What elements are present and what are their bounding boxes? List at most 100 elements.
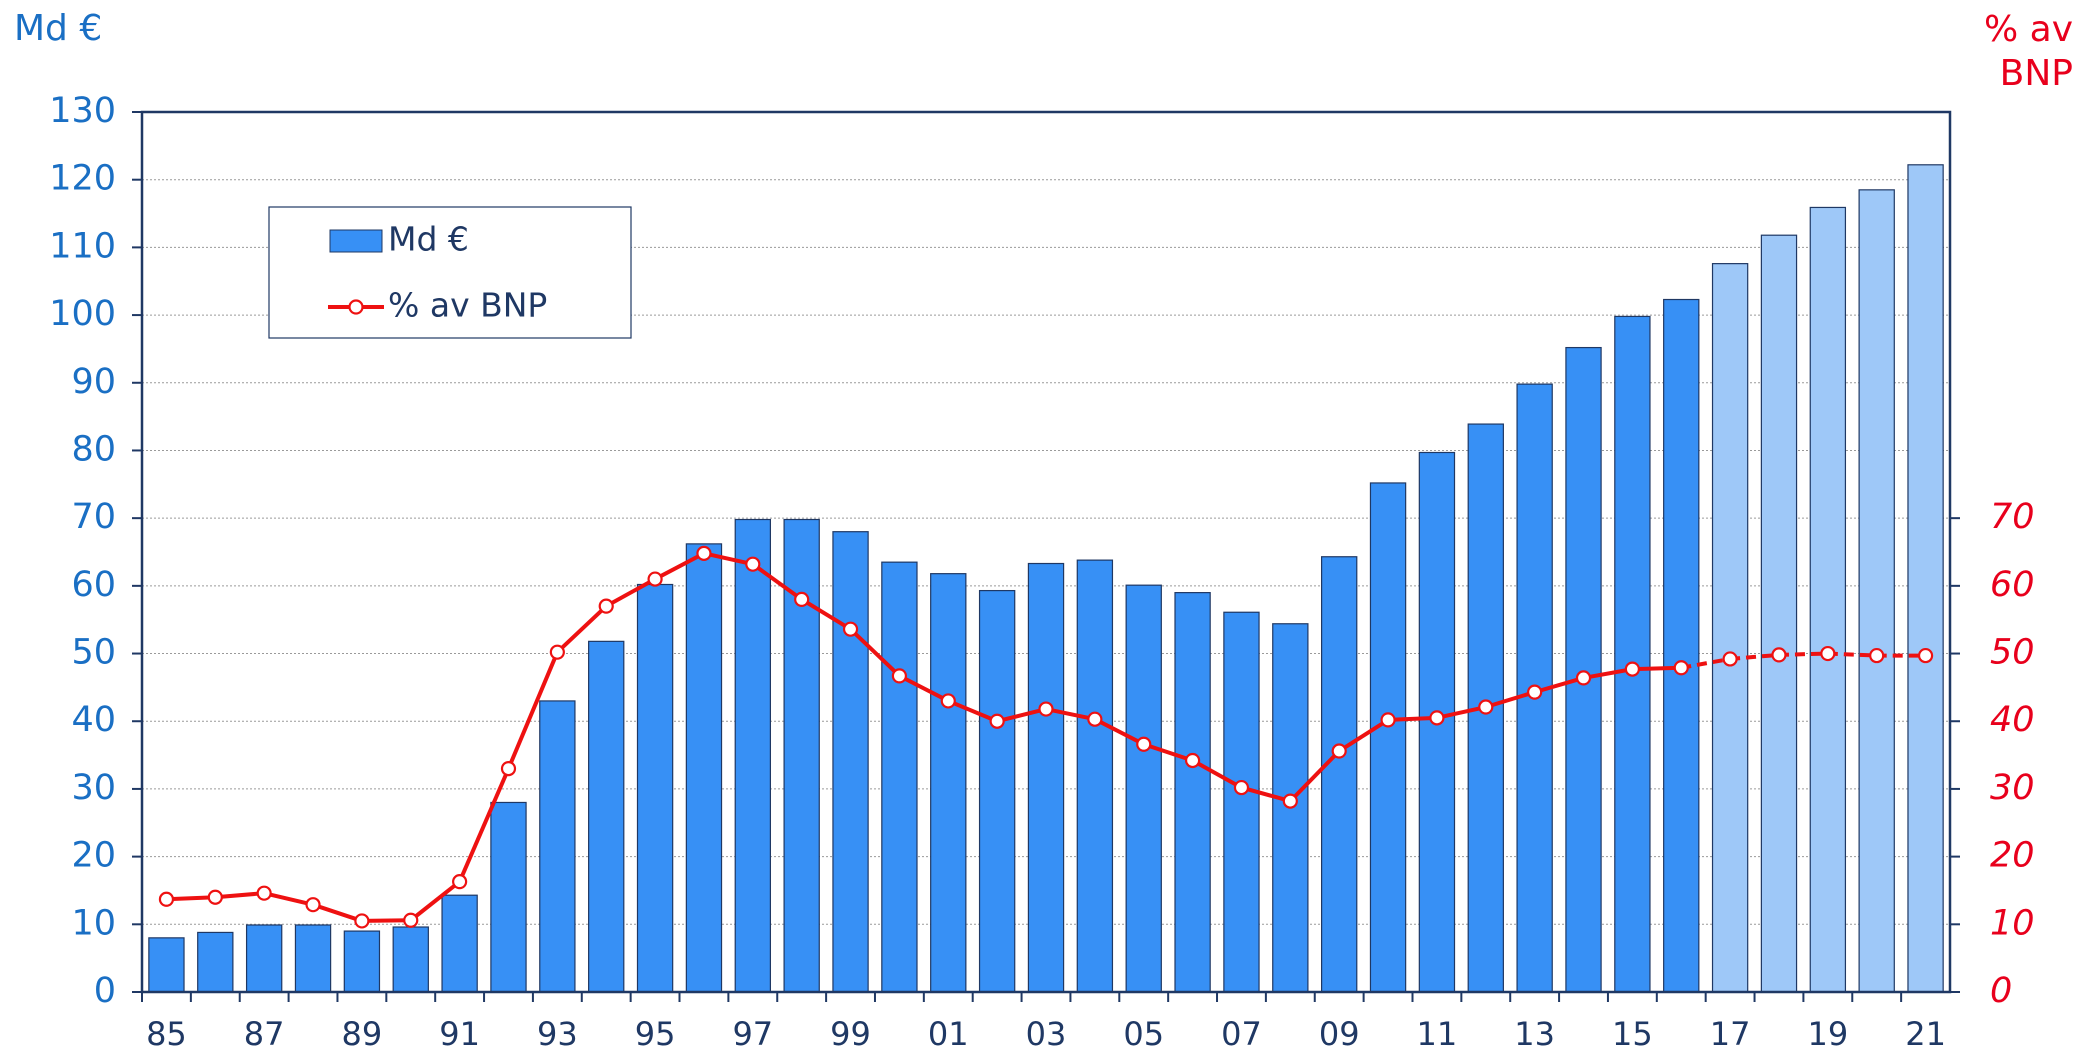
line-segment	[1436, 705, 1487, 720]
line-segment	[1143, 742, 1194, 763]
y2-tick-label: 60	[1990, 565, 2035, 605]
y-tick-label: 80	[71, 429, 116, 469]
line-segment	[654, 551, 705, 581]
legend-swatch	[329, 229, 383, 253]
x-tick-label: 91	[439, 1015, 480, 1052]
line-marker	[745, 556, 761, 572]
y2-tick-label: 10	[1990, 903, 2035, 943]
bar	[1614, 315, 1651, 993]
y-tick-label: 120	[49, 159, 116, 199]
y-tick-label: 10	[71, 903, 116, 943]
line-marker	[1575, 670, 1592, 686]
x-tick-label: 21	[1905, 1015, 1946, 1052]
line-marker	[452, 874, 468, 890]
line-marker	[1478, 699, 1494, 715]
x-tick-label: 07	[1221, 1015, 1262, 1052]
x-tick-label: 15	[1612, 1015, 1653, 1052]
x-tick-label: 09	[1319, 1015, 1360, 1052]
line-segment	[703, 551, 754, 567]
line-marker	[354, 913, 370, 929]
bar	[1320, 556, 1358, 993]
line-marker	[256, 885, 272, 901]
bar	[734, 518, 772, 993]
y-tick-label: 70	[71, 497, 116, 537]
x-tick-label: 03	[1026, 1015, 1067, 1052]
line-marker	[1331, 743, 1347, 759]
line-marker	[891, 668, 908, 684]
line-marker	[1038, 701, 1054, 717]
line-marker	[1087, 711, 1103, 727]
bar	[1565, 346, 1602, 993]
y-tick-label: 60	[71, 565, 116, 605]
line-marker	[989, 713, 1005, 729]
line-marker	[1380, 712, 1396, 728]
bar	[1174, 592, 1211, 993]
bar	[881, 561, 918, 993]
y2-axis-label: % av BNP	[1983, 9, 2073, 94]
x-tick-label: 89	[342, 1015, 383, 1052]
line-segment	[1632, 665, 1682, 672]
line-segment	[1045, 707, 1096, 722]
line-marker	[696, 545, 712, 561]
plot-frame	[140, 110, 1952, 994]
bar	[148, 937, 185, 993]
y-tick-label: 100	[49, 294, 116, 334]
bar	[1076, 559, 1114, 993]
line-segment	[555, 604, 608, 654]
line-marker	[940, 693, 956, 709]
line-marker	[598, 598, 614, 614]
x-tick-label: 93	[537, 1015, 578, 1052]
x-tick-label: 11	[1417, 1015, 1458, 1052]
y-tick-label: 20	[71, 836, 116, 876]
line-segment	[1827, 651, 1877, 658]
bar	[1809, 206, 1847, 993]
bar	[636, 583, 674, 993]
bar	[978, 589, 1016, 993]
line-segment	[166, 895, 216, 902]
bar	[539, 700, 576, 993]
y-tick-label: 50	[71, 633, 116, 673]
line-marker	[1820, 645, 1836, 662]
line-marker	[1527, 684, 1543, 700]
x-tick-label: 85	[146, 1015, 187, 1052]
x-tick-label: 17	[1710, 1015, 1751, 1052]
line-marker	[1624, 661, 1640, 677]
line-marker	[1771, 647, 1787, 663]
bar	[930, 573, 967, 993]
line-segment	[312, 902, 363, 923]
line-marker	[1282, 793, 1298, 809]
legend: Md € % av BNP	[268, 206, 632, 339]
bar	[588, 640, 625, 993]
line-segment	[361, 918, 411, 923]
bar	[490, 801, 527, 993]
line-marker	[1673, 660, 1689, 676]
bar	[343, 930, 381, 993]
legend-label: % av BNP	[388, 286, 547, 325]
line-marker	[500, 761, 517, 777]
line-segment	[1191, 758, 1243, 790]
y-tick-label: 130	[49, 91, 116, 131]
bar	[1663, 298, 1700, 993]
line-marker	[1722, 651, 1738, 667]
line-segment	[1583, 667, 1633, 680]
line-marker	[647, 571, 663, 587]
x-tick-label: 95	[635, 1015, 676, 1052]
bar	[392, 926, 429, 993]
line-segment	[996, 707, 1047, 724]
line-segment	[1534, 675, 1585, 695]
legend-box	[268, 206, 632, 339]
line-segment	[1338, 718, 1390, 753]
bar	[245, 924, 283, 993]
x-tick-label: 05	[1123, 1015, 1164, 1052]
y2-tick-label: 30	[1990, 768, 2035, 808]
bar	[1760, 234, 1798, 993]
line-marker	[1429, 710, 1445, 726]
x-tick-label: 97	[732, 1015, 773, 1052]
line-marker	[549, 644, 565, 660]
bar	[1027, 562, 1065, 993]
line-marker	[403, 912, 419, 928]
line-segment	[1240, 785, 1291, 804]
line-marker	[842, 621, 859, 637]
